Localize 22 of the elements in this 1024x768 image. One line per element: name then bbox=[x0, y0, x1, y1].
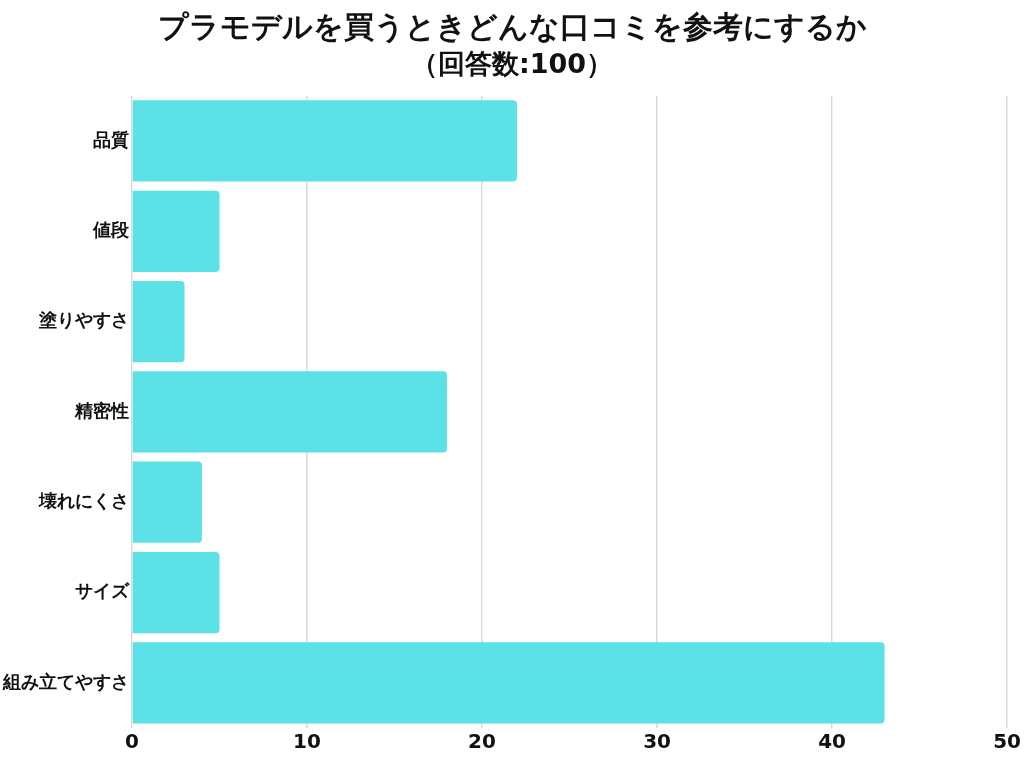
x-tick-label: 40 bbox=[818, 729, 846, 754]
bar bbox=[132, 190, 220, 272]
y-tick-label: 精密性 bbox=[74, 399, 129, 421]
y-tick-label: 値段 bbox=[92, 218, 130, 240]
bar bbox=[132, 100, 518, 182]
y-tick-label: 品質 bbox=[93, 128, 129, 150]
x-tick-label: 50 bbox=[993, 729, 1022, 754]
bar bbox=[132, 371, 448, 453]
chart-title: プラモデルを買うときどんな口コミを参考にするか bbox=[156, 8, 868, 46]
x-tick-label: 30 bbox=[643, 729, 671, 754]
bar bbox=[132, 642, 885, 724]
x-tick-label: 0 bbox=[125, 729, 139, 754]
y-tick-label: 壊れにくさ bbox=[38, 489, 129, 511]
bar bbox=[132, 551, 220, 634]
x-tick-label: 10 bbox=[293, 729, 321, 754]
bar bbox=[132, 280, 185, 363]
x-tick-label: 20 bbox=[468, 729, 496, 754]
y-tick-label: 組み立てやすさ bbox=[2, 670, 129, 692]
y-tick-label: 塗りやすさ bbox=[38, 309, 129, 331]
y-tick-label: サイズ bbox=[75, 580, 130, 602]
chart-subtitle: （回答数:100） bbox=[409, 47, 615, 81]
bar bbox=[132, 461, 203, 543]
